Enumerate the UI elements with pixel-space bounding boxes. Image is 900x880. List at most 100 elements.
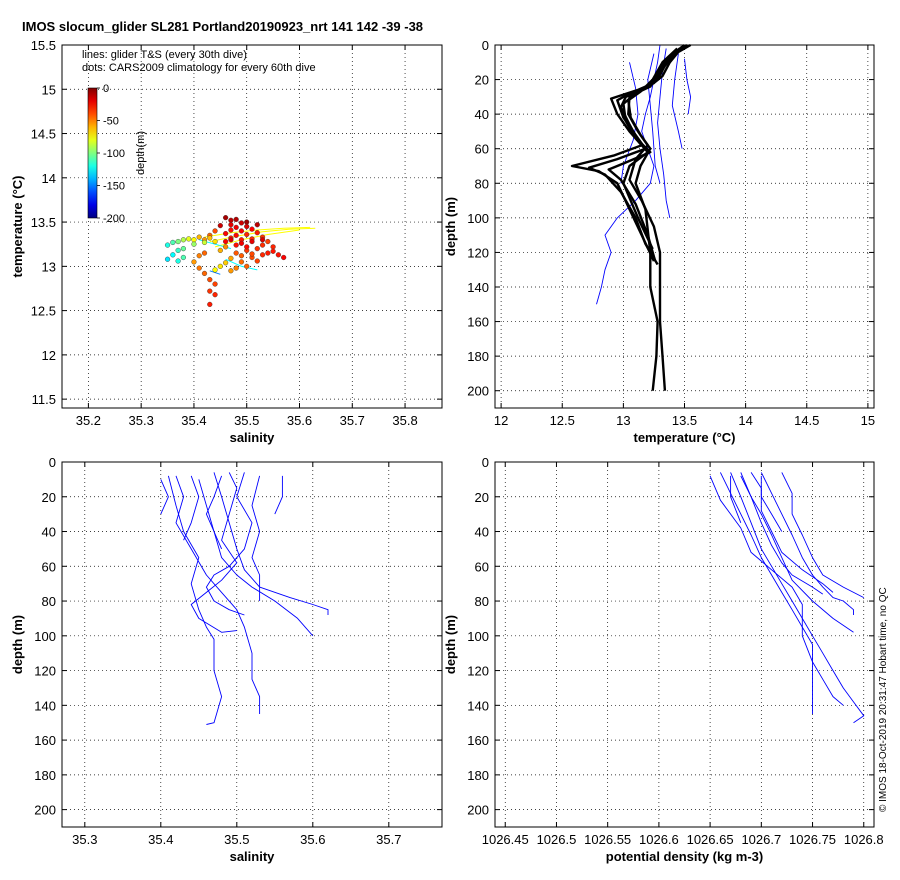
y-tick-label: 60	[475, 559, 489, 574]
x-axis-label: salinity	[230, 430, 276, 445]
climatology-dot	[228, 237, 234, 243]
x-tick-label: 35.7	[340, 413, 365, 428]
climatology-dot	[196, 234, 202, 240]
climatology-dot	[186, 236, 192, 242]
salinity-profile	[160, 479, 169, 515]
panel-density-depth: 1026.45 1026.5 1026.55 1026.6 1026.65 1026.7 1…	[443, 455, 884, 864]
density-profile	[719, 472, 844, 706]
y-tick-label: 40	[42, 525, 56, 540]
climatology-dot	[207, 235, 213, 241]
climatology-dot	[244, 223, 250, 230]
x-tick-label: 35.4	[181, 413, 206, 428]
y-tick-label: 40	[475, 107, 489, 122]
density-profile	[740, 472, 824, 595]
climatology-dot	[196, 253, 202, 259]
glider-ts-line	[204, 226, 311, 238]
y-tick-label: 160	[34, 733, 56, 748]
y-tick-label: 120	[34, 664, 56, 679]
climatology-dot	[233, 224, 239, 230]
y-tick-label: 180	[467, 349, 489, 364]
y-tick-label: 180	[34, 768, 56, 783]
climatology-dot	[191, 237, 197, 243]
y-tick-label: 120	[467, 245, 489, 260]
climatology-dot	[238, 253, 245, 259]
y-tick-label: 12.5	[31, 304, 56, 319]
colorbar-label: depth(m)	[135, 131, 147, 175]
climatology-dot	[164, 256, 171, 262]
y-tick-label: 14.5	[31, 127, 56, 142]
glider-ts-line	[209, 227, 316, 243]
climatology-dot	[207, 301, 213, 308]
y-axis-label: temperature (°C)	[10, 176, 25, 278]
colorbar-tick-label: -150	[103, 181, 125, 193]
x-tick-label: 12	[494, 413, 508, 428]
footer-note: © IMOS 18-Oct-2019 20:31:47 Hobart time,…	[878, 587, 889, 812]
climatology-dot	[170, 239, 176, 246]
climatology-dot	[244, 231, 250, 238]
climatology-dot	[223, 244, 229, 250]
y-tick-label: 15.5	[31, 38, 56, 53]
climatology-dot	[254, 246, 260, 252]
y-tick-label: 80	[475, 176, 489, 191]
climatology-dot	[170, 252, 176, 258]
x-tick-label: 35.2	[76, 413, 101, 428]
climatology-dot	[217, 247, 223, 254]
glider-ts-line	[214, 229, 300, 248]
y-tick-label: 20	[42, 490, 56, 505]
climatology-dot	[238, 259, 245, 265]
climatology-dot	[228, 222, 234, 228]
climatology-dot	[223, 260, 229, 266]
x-tick-label: 12.5	[550, 413, 575, 428]
panel-ts: 35.2 35.3 35.4 35.5 35.6 35.7 35.8 11.5 12 12.5 13…	[10, 38, 443, 445]
climatology-dot	[207, 277, 213, 283]
salinity-profile	[274, 475, 283, 515]
x-tick-label: 35.4	[148, 832, 173, 847]
climatology-dot	[275, 252, 281, 258]
y-tick-label: 100	[467, 211, 489, 226]
climatology-dot	[238, 228, 245, 234]
glider-ts-line	[209, 270, 221, 275]
climatology-dot	[244, 244, 250, 250]
y-tick-label: 80	[475, 594, 489, 609]
climatology-dot	[270, 244, 276, 250]
climatology-dot	[228, 217, 234, 223]
climatology-dot	[233, 250, 239, 256]
y-tick-label: 160	[467, 733, 489, 748]
climatology-dot	[228, 255, 234, 261]
climatology-dot	[207, 288, 213, 294]
density-profile	[781, 472, 865, 599]
y-tick-label: 140	[34, 698, 56, 713]
plots: 35.2 35.3 35.4 35.5 35.6 35.7 35.8 11.5 12 12.5 13…	[10, 38, 884, 864]
climatology-dot	[212, 267, 218, 273]
legend-note-lines: lines: glider T&S (every 30th dive)	[82, 49, 247, 61]
x-axis-label: temperature (°C)	[634, 430, 736, 445]
salinity-profile	[175, 475, 261, 714]
climatology-dot	[217, 263, 223, 269]
plot-background	[495, 462, 874, 827]
x-tick-label: 35.7	[376, 832, 401, 847]
x-tick-label: 1026.75	[789, 832, 836, 847]
salinity-profile	[198, 479, 314, 637]
panel-sal-depth: 35.3 35.4 35.5 35.6 35.7 0 20 40 60 80 100 120 140 16…	[10, 455, 443, 864]
x-tick-label: 1026.8	[844, 832, 884, 847]
y-tick-label: 180	[467, 768, 489, 783]
climatology-dot	[164, 242, 171, 248]
x-tick-label: 35.6	[287, 413, 312, 428]
climatology-dot	[244, 219, 250, 225]
y-tick-label: 0	[482, 38, 489, 53]
glider-temp-profile	[647, 53, 661, 184]
y-tick-label: 200	[467, 384, 489, 399]
climatology-dot	[265, 238, 271, 245]
x-tick-label: 35.5	[224, 832, 249, 847]
climatology-dot	[238, 240, 245, 246]
y-tick-label: 20	[475, 73, 489, 88]
density-profile	[740, 475, 854, 633]
y-tick-label: 100	[34, 629, 56, 644]
climatology-dot	[259, 237, 266, 243]
glider-temp-profile	[684, 58, 692, 115]
density-profile	[760, 472, 854, 615]
salinity-profile	[190, 472, 238, 633]
plot-frame	[494, 461, 875, 828]
x-tick-label: 35.3	[72, 832, 97, 847]
